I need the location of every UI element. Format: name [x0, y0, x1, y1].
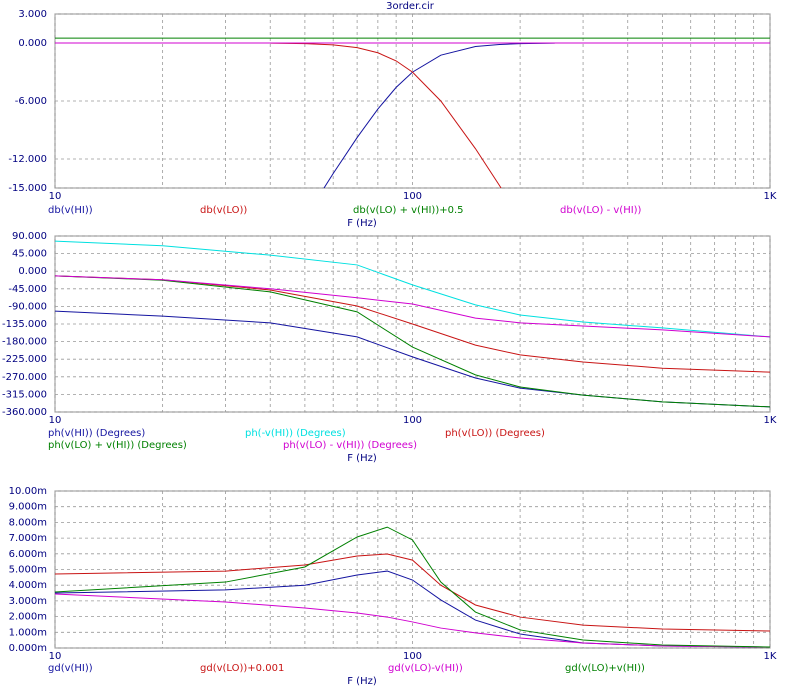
x-tick-label: 1K: [764, 651, 777, 662]
y-tick-label: 45.000: [12, 249, 47, 260]
y-tick-label: -6.000: [15, 96, 47, 107]
legend-entry: ph(v(LO) - v(HI)) (Degrees): [283, 440, 417, 451]
series-line: [270, 42, 502, 188]
y-tick-label: 2.000m: [9, 612, 47, 623]
y-tick-label: 5.000m: [9, 565, 47, 576]
x-axis-label: F (Hz): [347, 218, 377, 229]
series-line: [55, 275, 770, 373]
series-line: [55, 593, 770, 648]
series-line: [55, 553, 770, 632]
y-tick-label: -135.000: [2, 319, 47, 330]
x-tick-label: 10: [49, 415, 62, 426]
y-tick-label: 4.000m: [9, 580, 47, 591]
legend-entry: ph(v(LO)) (Degrees): [445, 428, 545, 439]
y-tick-label: 3.000: [18, 9, 47, 20]
legend-entry: gd(v(LO)-v(HI)): [388, 663, 463, 674]
y-tick-label: 1.000m: [9, 627, 47, 638]
y-tick-label: 6.000m: [9, 549, 47, 560]
x-tick-label: 100: [403, 415, 422, 426]
legend-entry: gd(v(LO))+0.001: [200, 663, 284, 674]
legend-entry: db(v(LO) + v(HI))+0.5: [353, 205, 464, 216]
y-tick-label: -12.000: [8, 154, 47, 165]
y-tick-label: -360.000: [2, 407, 47, 418]
x-axis-label: F (Hz): [347, 453, 377, 464]
legend-entry: db(v(LO)): [200, 205, 247, 216]
series-line: [55, 275, 770, 338]
y-tick-label: -315.000: [2, 389, 47, 400]
legend-entry: ph(v(LO) + v(HI)) (Degrees): [48, 440, 187, 451]
y-tick-label: -15.000: [8, 183, 47, 194]
legend-entry: ph(-v(HI)) (Degrees): [245, 428, 346, 439]
legend-entry: gd(v(LO)+v(HI)): [565, 663, 645, 674]
series-line: [55, 240, 770, 338]
x-axis-label: F (Hz): [347, 676, 377, 687]
x-tick-label: 100: [403, 651, 422, 662]
y-tick-label: -45.000: [8, 284, 47, 295]
x-tick-label: 1K: [764, 191, 777, 202]
y-tick-label: -270.000: [2, 372, 47, 383]
y-tick-label: 8.000m: [9, 517, 47, 528]
legend-entry: db(v(LO) - v(HI)): [560, 205, 642, 216]
y-tick-label: -90.000: [8, 301, 47, 312]
y-tick-label: -225.000: [2, 354, 47, 365]
series-line: [55, 526, 770, 648]
chart-title: 3order.cir: [386, 1, 435, 12]
x-tick-label: 100: [403, 191, 422, 202]
y-tick-label: 9.000m: [9, 502, 47, 513]
y-tick-label: 90.000: [12, 231, 47, 242]
legend-entry: gd(v(HI)): [48, 663, 93, 674]
x-tick-label: 10: [49, 651, 62, 662]
y-tick-label: 0.000: [18, 266, 47, 277]
y-tick-label: 10.00m: [9, 486, 47, 497]
y-tick-label: 0.000m: [9, 643, 47, 654]
legend-entry: db(v(HI)): [48, 205, 93, 216]
y-tick-label: -180.000: [2, 337, 47, 348]
series-line: [55, 275, 770, 408]
y-tick-label: 7.000m: [9, 533, 47, 544]
legend-entry: ph(v(HI)) (Degrees): [48, 428, 145, 439]
x-tick-label: 10: [49, 191, 62, 202]
x-tick-label: 1K: [764, 415, 777, 426]
y-tick-label: 0.000: [18, 38, 47, 49]
y-tick-label: 3.000m: [9, 596, 47, 607]
